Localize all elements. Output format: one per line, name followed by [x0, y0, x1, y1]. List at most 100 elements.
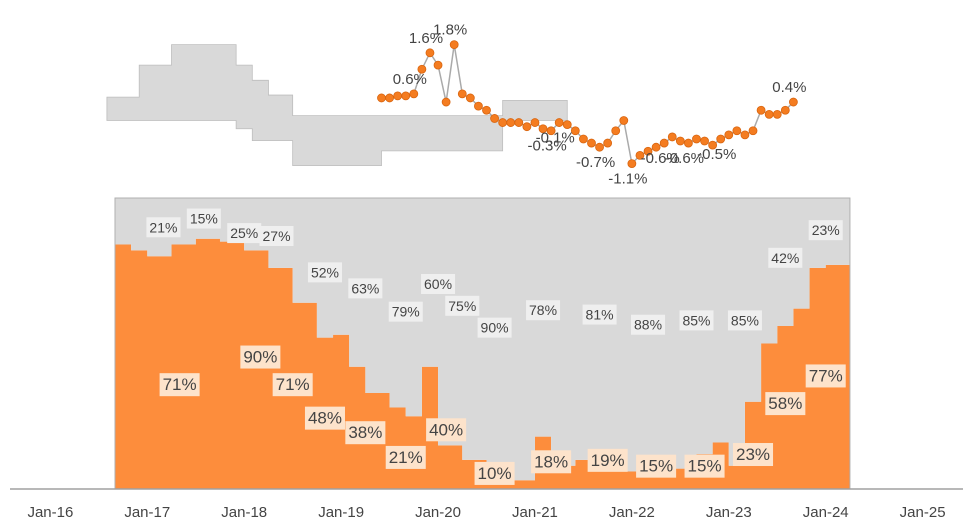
area-label: 58%	[768, 394, 802, 413]
dot	[417, 64, 427, 74]
dot	[780, 105, 790, 115]
area-label: 90%	[481, 320, 509, 336]
dot	[393, 91, 403, 101]
dot	[627, 159, 637, 168]
area-label: 40%	[429, 420, 463, 439]
value-label: 1.6%	[409, 30, 443, 47]
area-label-box	[348, 278, 383, 299]
area-label: 15%	[688, 457, 722, 476]
area-label-box	[345, 421, 386, 445]
area-label-box	[421, 274, 456, 295]
area-label-box	[186, 208, 221, 229]
area-label: 21%	[389, 448, 423, 467]
area-label-box	[477, 317, 512, 338]
area-label: 48%	[308, 409, 342, 428]
area-label-box	[768, 247, 803, 268]
dot	[449, 40, 459, 50]
dot	[554, 118, 564, 127]
x-tick-label: Jan-20	[415, 504, 461, 521]
area-label-box	[259, 225, 294, 246]
dot	[724, 130, 734, 140]
top-chart	[106, 40, 798, 168]
dot	[732, 126, 742, 136]
x-tick-label: Jan-18	[221, 504, 267, 521]
area-label-box	[679, 310, 714, 331]
area-label-box	[805, 364, 846, 388]
dot	[716, 134, 726, 144]
x-tick-label: Jan-16	[27, 504, 73, 521]
dot	[401, 91, 411, 101]
area-label: 85%	[731, 312, 759, 328]
area-label-box	[227, 223, 262, 244]
area-label: 81%	[586, 307, 614, 323]
dot	[441, 97, 451, 107]
dot	[619, 116, 629, 125]
value-label: 1.8%	[433, 22, 467, 39]
area-label-box	[240, 345, 281, 369]
dot	[667, 132, 677, 142]
area-label-box	[587, 448, 628, 472]
plot-border	[114, 197, 851, 489]
dot	[756, 105, 766, 115]
area-label: 90%	[243, 348, 277, 367]
area	[114, 238, 850, 489]
area-label: 88%	[634, 317, 662, 333]
dot	[482, 105, 491, 115]
dot	[498, 118, 508, 127]
area-label: 71%	[276, 375, 310, 394]
area-label-box	[531, 450, 572, 474]
area-label: 27%	[263, 228, 291, 244]
area-label: 75%	[448, 298, 476, 314]
area-label: 85%	[682, 312, 710, 328]
dot	[651, 142, 661, 152]
dot	[385, 93, 394, 103]
area-label: 15%	[190, 211, 218, 227]
dot	[788, 97, 798, 107]
area-label-box	[684, 454, 725, 478]
value-label: 0.6%	[393, 71, 427, 88]
x-tick-label: Jan-21	[512, 504, 558, 521]
area-label-box	[526, 300, 561, 321]
area-label: 38%	[348, 423, 382, 442]
value-label: -0.1%	[536, 130, 575, 147]
dot	[457, 89, 467, 99]
value-label: -0.5%	[697, 146, 736, 163]
area-label-box	[727, 310, 762, 331]
dot	[425, 48, 435, 58]
area-label-box	[385, 445, 426, 469]
area	[114, 198, 850, 481]
band-area	[106, 44, 568, 167]
area-label: 21%	[149, 219, 177, 235]
dot	[748, 126, 758, 136]
area-label-box	[307, 262, 342, 283]
area-label: 79%	[392, 304, 420, 320]
line	[381, 44, 794, 166]
dot	[433, 60, 443, 70]
area-label-box	[159, 373, 200, 397]
dot	[522, 122, 532, 132]
value-label: -0.6%	[665, 150, 704, 167]
dot	[538, 124, 548, 134]
area-label-box	[474, 461, 515, 485]
area-label-box	[272, 373, 313, 397]
dot	[692, 134, 701, 144]
dot	[700, 136, 709, 146]
area-label: 18%	[534, 452, 568, 471]
area-label: 63%	[351, 280, 379, 296]
area-label: 78%	[529, 302, 557, 318]
dot	[570, 126, 580, 136]
dot	[764, 109, 774, 119]
value-label: 0.4%	[772, 79, 806, 96]
dot	[465, 93, 475, 103]
value-label: -0.3%	[528, 138, 567, 155]
area-label-box	[808, 220, 843, 241]
x-tick-label: Jan-19	[318, 504, 364, 521]
area-label: 23%	[736, 445, 770, 464]
area-label: 60%	[424, 276, 452, 292]
x-tick-label: Jan-23	[706, 504, 752, 521]
labels: 0.6%1.6%1.8%-0.3%-0.1%-0.7%-1.1%-0.6%-0.…	[146, 22, 846, 485]
dot	[474, 101, 483, 111]
dot	[377, 93, 386, 103]
dot	[595, 142, 604, 152]
